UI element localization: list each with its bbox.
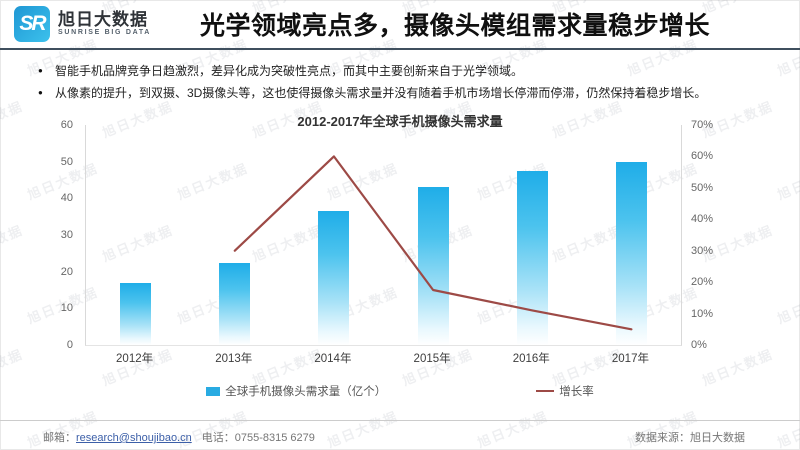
x-tick-label: 2013年 (215, 353, 253, 365)
y-tick-label: 20 (60, 265, 73, 278)
footer-divider (0, 420, 800, 421)
demand-bar (318, 211, 350, 345)
brand-name-en: SUNRISE BIG DATA (58, 29, 152, 37)
legend-item-demand: 全球手机摄像头需求量（亿个） (206, 383, 386, 399)
x-tick-label: 2016年 (512, 353, 550, 365)
demand-bar (516, 170, 548, 345)
y-tick-label: 50 (60, 155, 73, 168)
y-tick-label: 60 (60, 119, 73, 131)
demand-bar (615, 161, 647, 345)
page-title: 光学领域亮点多，摄像头模组需求量稳步增长 (199, 12, 710, 40)
bar-slot (384, 125, 483, 345)
x-tick-label: 2012年 (116, 353, 154, 365)
line-swatch-icon (536, 390, 555, 392)
demand-bar (219, 262, 251, 345)
plot-area (85, 125, 682, 346)
sunrise-logo-icon: SR (14, 6, 50, 42)
footer: 邮箱：research@shoujibao.cn 电话：0755-8315 627… (43, 429, 745, 445)
y-tick-label: 10 (60, 302, 73, 315)
email-link[interactable]: research@shoujibao.cn (76, 432, 192, 444)
legend-item-growth: 增长率 (536, 383, 594, 399)
footer-contact: 邮箱：research@shoujibao.cn 电话：0755-8315 627… (43, 429, 315, 445)
demand-bar (417, 187, 449, 345)
bar-slot (185, 125, 284, 345)
bar-slot (483, 125, 582, 345)
bar-swatch-icon (206, 386, 221, 396)
phone-label: 电话： (201, 432, 235, 444)
brand-name-cn: 旭日大数据 (58, 10, 148, 30)
bullet-item: 智能手机品牌竞争日趋激烈，差异化成为突破性亮点，而其中主要创新来自于光学领域。 (38, 60, 780, 82)
y-tick-label: 40 (60, 192, 73, 205)
x-tick-label: 2014年 (314, 353, 352, 365)
brand-text: 旭日大数据 SUNRISE BIG DATA (58, 11, 151, 36)
y-tick-label: 30 (60, 229, 73, 241)
bullet-list: 智能手机品牌竞争日趋激烈，差异化成为突破性亮点，而其中主要创新来自于光学领域。 … (38, 60, 780, 104)
x-tick-label: 2017年 (611, 353, 649, 365)
chart-legend: 全球手机摄像头需求量（亿个） 增长率 (0, 383, 800, 399)
y2-tick-label: 30% (691, 244, 714, 257)
y2-tick-label: 10% (691, 307, 714, 320)
x-tick-label: 2015年 (413, 353, 451, 365)
y2-tick-label: 40% (691, 213, 714, 226)
header: SR 旭日大数据 SUNRISE BIG DATA 光学领域亮点多，摄像头模组需… (0, 0, 800, 50)
y-tick-label: 0 (66, 339, 73, 351)
demand-bar (120, 282, 152, 345)
data-source: 数据来源：旭日大数据 (635, 432, 745, 444)
legend-label: 全球手机摄像头需求量（亿个） (225, 386, 387, 398)
chart-title: 2012-2017年全球手机摄像头需求量 (297, 114, 503, 129)
phone-number: 0755-8315 6279 (234, 432, 315, 444)
x-axis: 2012年 2013年 2014年 2015年 2016年 2017年 (85, 350, 680, 366)
left-axis: 0 10 20 30 40 50 60 (0, 119, 73, 351)
y2-tick-label: 20% (691, 276, 714, 289)
legend-label: 增长率 (559, 386, 594, 398)
bar-slot (284, 125, 383, 345)
bullet-item: 从像素的提升，到双摄、3D摄像头等，这也使得摄像头需求量并没有随着手机市场增长停… (38, 82, 780, 104)
y2-tick-label: 0% (691, 339, 707, 351)
y2-tick-label: 70% (691, 119, 714, 131)
y2-tick-label: 50% (691, 181, 714, 194)
right-axis: 0% 10% 20% 30% 40% 50% 60% 70% (691, 119, 751, 351)
email-label: 邮箱： (43, 432, 76, 444)
bar-slot (582, 125, 681, 345)
y2-tick-label: 60% (691, 150, 714, 163)
bar-slot (86, 125, 185, 345)
bars (86, 125, 681, 345)
